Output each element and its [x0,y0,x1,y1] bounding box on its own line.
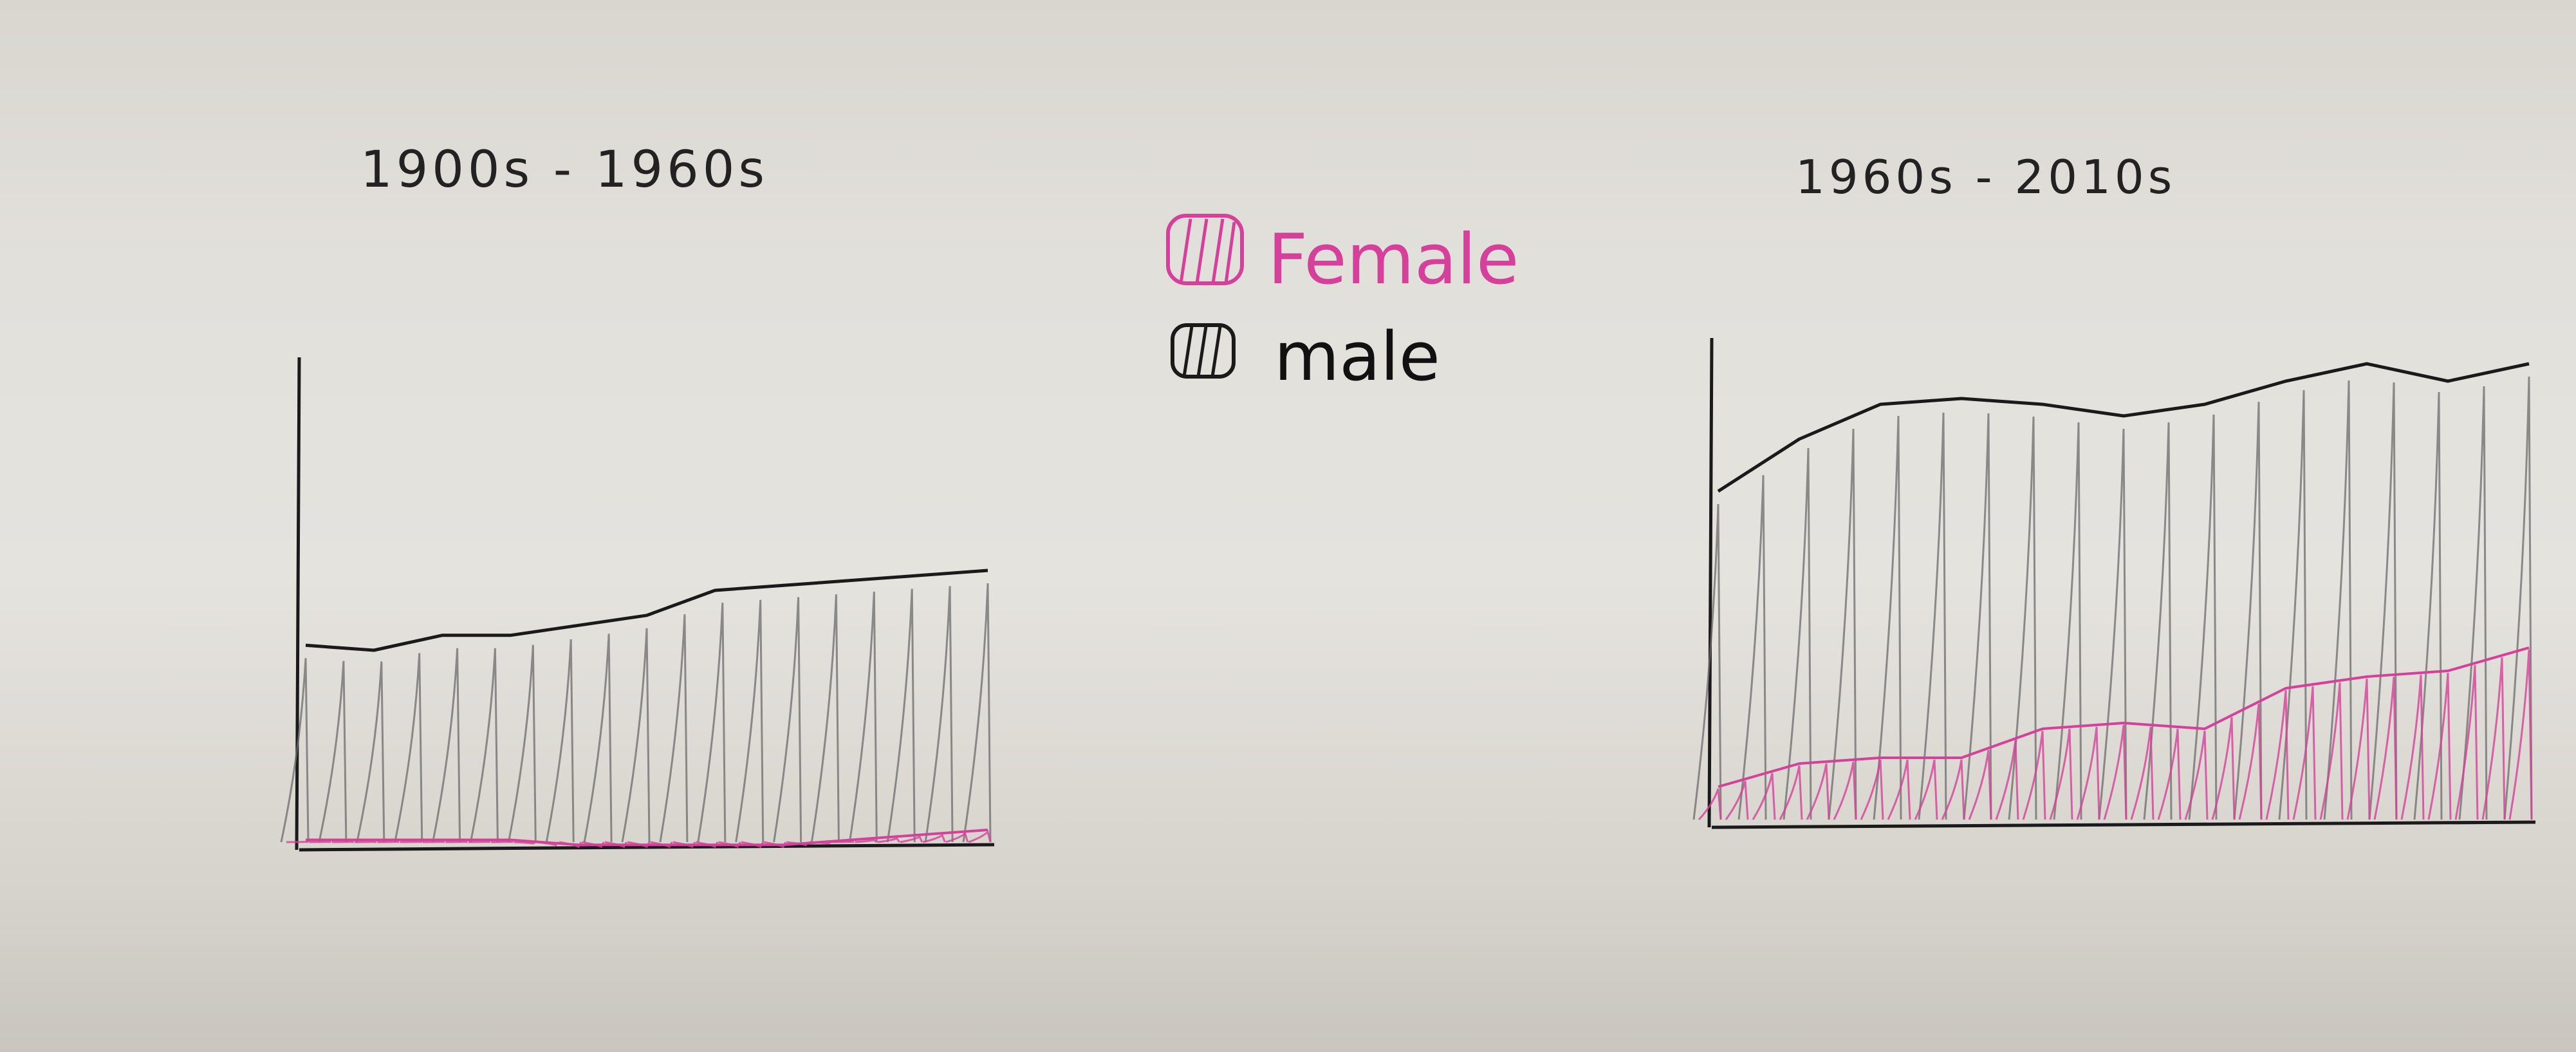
chart-right-x-axis [1711,820,2536,829]
chart-right: 1960s - 2010s [1692,150,2536,829]
legend-swatch-male [1171,323,1236,379]
chart-right-male-hatch [1692,376,2533,820]
legend-item-female: Female [1166,214,1519,300]
chart-right-female-hatch [1698,649,2533,821]
chart-left-y-axis [295,357,301,850]
chart-right-y-axis [1707,337,1714,828]
chart-left-male-hatch [280,583,992,843]
chart-left: 1900s - 1960s [280,141,995,852]
legend: Female male [1166,214,1519,396]
legend-item-male: male [1171,317,1440,396]
chart-right-plot [1692,337,2536,829]
legend-label-male: male [1274,317,1440,396]
chart-right-female-line [1718,646,2530,788]
legend-swatch-male-hatch [1182,326,1222,377]
chart-left-plot [280,357,995,852]
chart-right-title: 1960s - 2010s [1795,150,2176,204]
chart-left-female-hatch [286,830,992,849]
legend-swatch-female [1166,214,1244,285]
legend-label-female: Female [1268,220,1519,300]
legend-swatch-female-hatch [1179,218,1236,284]
chart-left-title: 1900s - 1960s [360,141,768,199]
